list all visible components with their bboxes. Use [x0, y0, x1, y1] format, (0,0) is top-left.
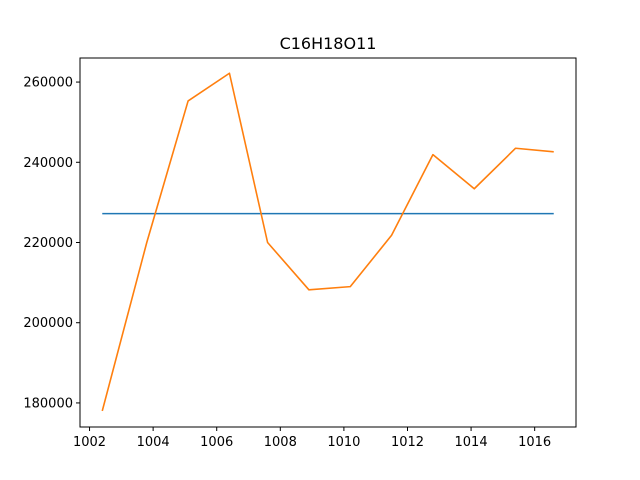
series-layer: [101, 72, 554, 412]
y-tick-label: 220000: [23, 236, 73, 251]
x-tick-label: 1004: [137, 435, 170, 450]
x-tick-label: 1002: [73, 435, 106, 450]
x-tick-label: 1008: [264, 435, 297, 450]
x-tick-label: 1010: [327, 435, 360, 450]
x-tick-label: 1012: [391, 435, 424, 450]
series-line-2: [101, 72, 554, 412]
x-tick-label: 1006: [200, 435, 233, 450]
y-tick-label: 240000: [23, 156, 73, 171]
plot-frame: [79, 57, 577, 428]
y-tick-label: 260000: [23, 76, 73, 91]
x-tick-label: 1014: [455, 435, 488, 450]
chart-title: C16H18O11: [280, 34, 377, 53]
y-tick-label: 200000: [23, 316, 73, 331]
y-tick-label: 180000: [23, 396, 73, 411]
x-tick-label: 1016: [518, 435, 551, 450]
tick-layer: 1002 1004 1006 1008 1010 1012 1014 1016 180000 20…: [23, 76, 551, 450]
